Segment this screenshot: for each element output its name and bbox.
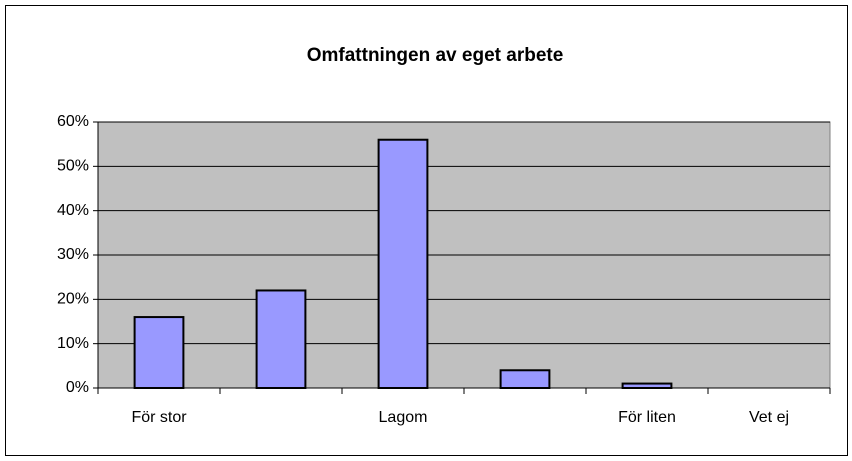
x-tick-label: För liten — [618, 409, 676, 426]
chart-title: Omfattningen av eget arbete — [307, 45, 564, 66]
y-tick-label: 60% — [57, 113, 89, 130]
bar — [377, 138, 429, 389]
y-tick-label: 10% — [57, 335, 89, 352]
bar — [255, 289, 307, 390]
x-tick-label: Lagom — [379, 409, 428, 426]
bar — [621, 382, 673, 390]
bar — [499, 369, 551, 389]
y-tick-label: 50% — [57, 158, 89, 175]
x-tick-label: För stor — [131, 409, 187, 426]
y-tick-label: 0% — [66, 379, 89, 396]
y-tick-label: 40% — [57, 202, 89, 219]
y-tick-label: 30% — [57, 246, 89, 263]
x-tick-label: Vet ej — [749, 409, 789, 426]
y-tick-label: 20% — [57, 291, 89, 308]
bar — [133, 316, 185, 390]
